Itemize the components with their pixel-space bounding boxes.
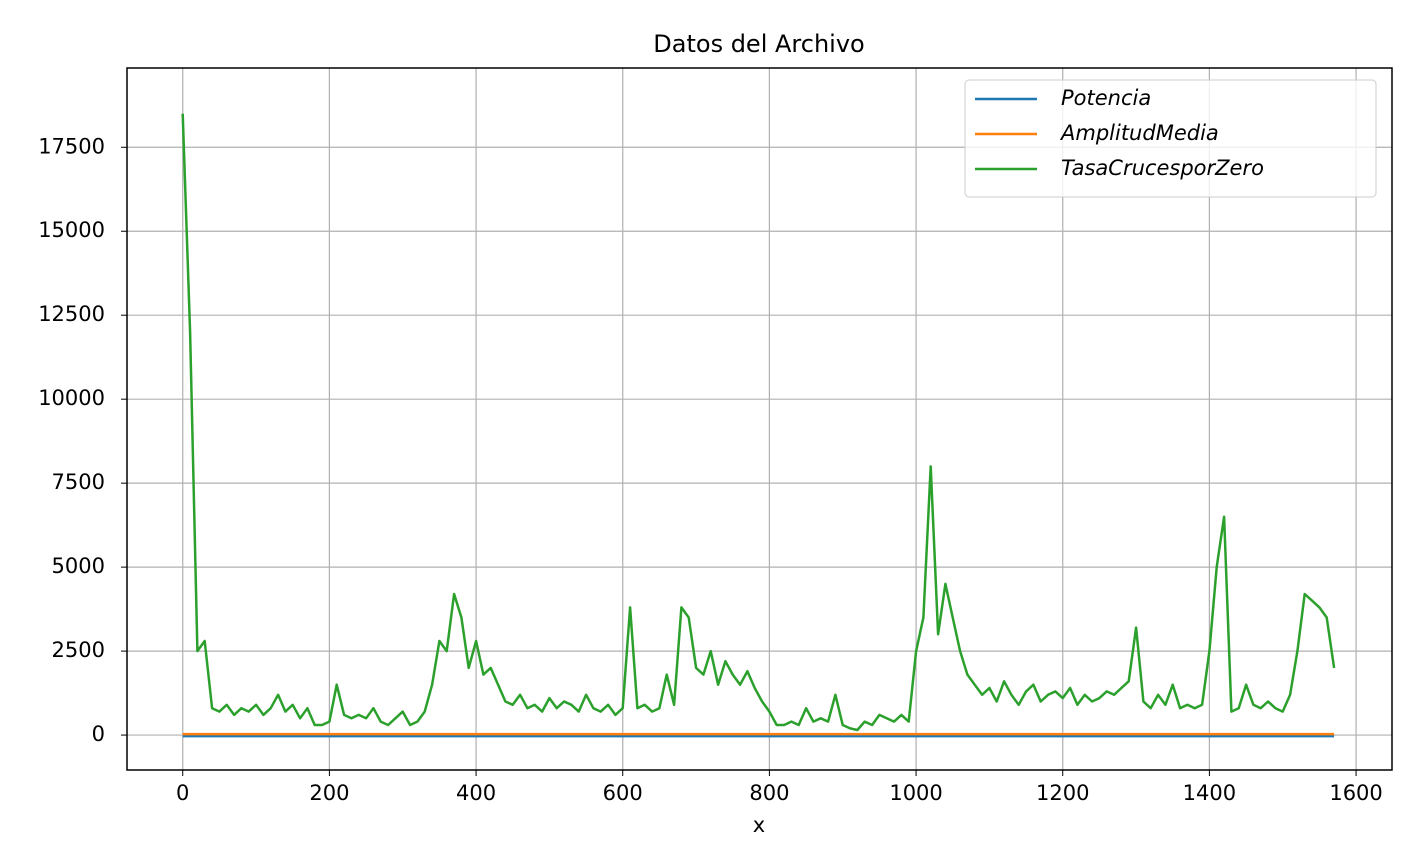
- series-line: [181, 113, 1336, 732]
- y-tick-label: 17500: [38, 134, 105, 158]
- y-tick-label: 7500: [52, 470, 105, 494]
- y-tick-label: 5000: [52, 554, 105, 578]
- y-tick-label: 10000: [38, 386, 105, 410]
- legend-label: Potencia: [1061, 86, 1151, 110]
- x-tick-label: 1000: [889, 781, 942, 805]
- x-tick-label: 1600: [1329, 781, 1382, 805]
- x-tick-label: 600: [603, 781, 643, 805]
- y-tick-label: 12500: [38, 302, 105, 326]
- x-axis-label: x: [753, 813, 765, 837]
- plot-frame: [126, 67, 1393, 771]
- legend-label: AmplitudMedia: [1059, 121, 1219, 145]
- y-tick-label: 2500: [52, 638, 105, 662]
- lines: [181, 113, 1336, 738]
- y-tick-label: 15000: [38, 218, 105, 242]
- legend-box: [964, 79, 1377, 198]
- legend: Potencia AmplitudMedia TasaCrucesporZero: [964, 79, 1377, 198]
- y-tick-label: 0: [92, 722, 105, 746]
- x-tick-label: 400: [456, 781, 496, 805]
- x-tick-label: 1400: [1183, 781, 1236, 805]
- x-tick-label: 1200: [1036, 781, 1089, 805]
- legend-label: TasaCrucesporZero: [1061, 156, 1264, 180]
- chart-title: Datos del Archivo: [653, 30, 864, 58]
- x-tick-label: 200: [309, 781, 349, 805]
- x-tick-label: 800: [749, 781, 789, 805]
- x-tick-label: 0: [176, 781, 189, 805]
